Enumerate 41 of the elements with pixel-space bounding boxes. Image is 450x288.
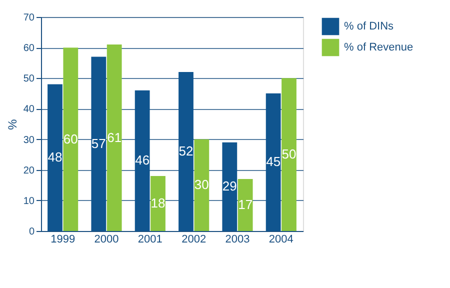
- bar: [63, 48, 78, 231]
- bar: [222, 142, 238, 231]
- data-label: 17: [238, 197, 253, 212]
- bar: [266, 93, 281, 231]
- x-tick-label: 2004: [268, 234, 294, 246]
- data-label: 30: [194, 177, 209, 192]
- y-tick-label: 10: [23, 196, 35, 207]
- bar: [178, 72, 194, 231]
- data-label: 50: [282, 146, 296, 162]
- y-tick-label: 70: [23, 12, 35, 24]
- x-tick-label: 2002: [182, 234, 206, 246]
- x-tick-label: 1999: [50, 234, 76, 246]
- bar: [106, 44, 122, 231]
- bar: [150, 176, 166, 231]
- bar: [282, 78, 296, 231]
- y-tick-label: 20: [23, 165, 35, 176]
- data-label: 61: [107, 130, 122, 145]
- bar: [194, 139, 210, 231]
- bar: [48, 84, 62, 231]
- y-tick-label: 50: [23, 74, 35, 85]
- y-tick-label: 30: [23, 134, 35, 146]
- bar: [238, 179, 253, 231]
- y-tick-label: 40: [23, 104, 35, 116]
- bar: [91, 56, 106, 231]
- legend-label: % of DINs: [344, 20, 394, 32]
- x-tick-label: 2000: [94, 234, 119, 246]
- data-label: 29: [222, 178, 237, 194]
- data-label: 45: [266, 154, 281, 170]
- data-label: 57: [91, 136, 106, 151]
- data-label: 18: [150, 195, 166, 210]
- x-tick-label: 2003: [225, 234, 250, 246]
- y-tick-label: 60: [23, 43, 35, 54]
- data-label: 52: [178, 144, 194, 159]
- x-tick-label: 2001: [138, 234, 162, 246]
- data-label: 46: [135, 152, 150, 168]
- data-label: 48: [48, 150, 62, 165]
- y-tick-label: 0: [28, 226, 35, 238]
- bar: [134, 90, 150, 231]
- legend-label: % of Revenue: [344, 42, 414, 54]
- y-axis-title: %: [5, 118, 20, 130]
- data-label: 60: [63, 131, 78, 146]
